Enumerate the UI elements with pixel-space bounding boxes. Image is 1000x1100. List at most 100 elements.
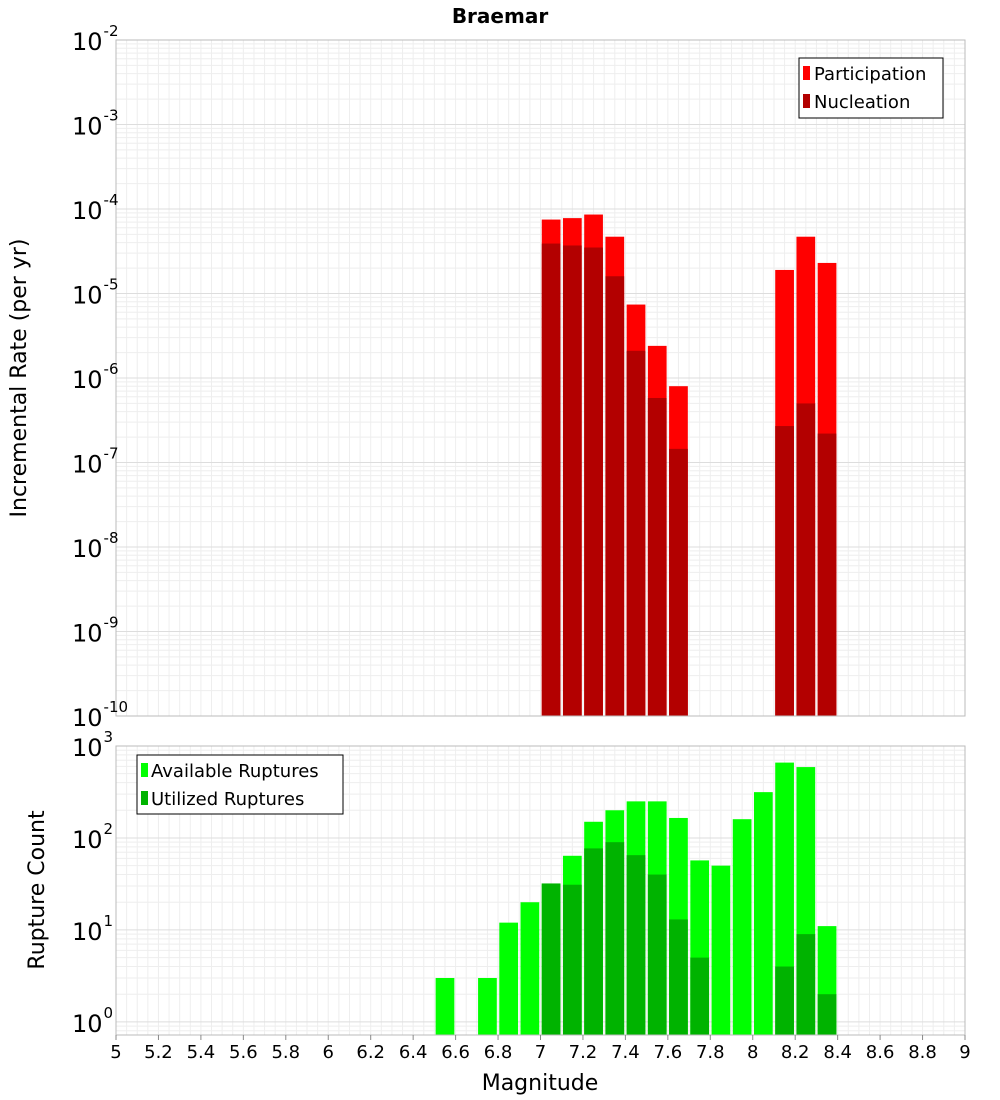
bar-utilized-ruptures bbox=[669, 919, 688, 1035]
x-axis-label: Magnitude bbox=[482, 1071, 599, 1096]
bar-available-ruptures bbox=[711, 865, 731, 1035]
count-y-tick-exponent: 2 bbox=[104, 820, 114, 838]
bar-utilized-ruptures bbox=[562, 884, 582, 1035]
bar-nucleation bbox=[584, 247, 603, 716]
bar-nucleation bbox=[796, 403, 816, 716]
bar-nucleation bbox=[541, 243, 561, 716]
x-tick-label: 8 bbox=[747, 1042, 758, 1063]
legend-label-available: Available Ruptures bbox=[151, 761, 319, 782]
rate-y-tick-label: 10-7 bbox=[72, 445, 119, 479]
count-y-tick-label: 102 bbox=[72, 820, 113, 854]
x-tick-label: 6.8 bbox=[484, 1042, 513, 1063]
x-tick-label: 7 bbox=[535, 1042, 546, 1063]
rate-y-tick-exponent: -7 bbox=[104, 445, 119, 463]
count-bars bbox=[435, 762, 837, 1035]
count-y-tick-exponent: 3 bbox=[104, 728, 114, 746]
bar-available-ruptures bbox=[520, 902, 540, 1035]
x-tick-label: 7.6 bbox=[654, 1042, 683, 1063]
bar-nucleation bbox=[626, 350, 646, 716]
bar-utilized-ruptures bbox=[796, 934, 816, 1035]
rate-y-tick-exponent: -10 bbox=[104, 698, 129, 716]
rate-legend: Participation Nucleation bbox=[798, 57, 944, 119]
rate-y-tick-exponent: -6 bbox=[104, 360, 119, 378]
legend-swatch-available bbox=[141, 763, 148, 777]
bar-nucleation bbox=[605, 276, 625, 716]
x-tick-label: 7.4 bbox=[611, 1042, 640, 1063]
rate-y-tick-exponent: -4 bbox=[104, 191, 119, 209]
count-legend-box bbox=[136, 754, 344, 815]
rate-y-tick-exponent: -8 bbox=[104, 529, 119, 547]
rate-y-tick-label: 10-8 bbox=[72, 529, 119, 563]
legend-label-participation: Participation bbox=[814, 64, 926, 85]
count-y-tick-label: 103 bbox=[72, 728, 113, 762]
rate-y-tick-label: 10-5 bbox=[72, 276, 119, 310]
x-tick-label: 8.8 bbox=[908, 1042, 937, 1063]
count-legend: Available Ruptures Utilized Ruptures bbox=[136, 754, 344, 815]
bar-utilized-ruptures bbox=[541, 883, 561, 1035]
bar-nucleation bbox=[669, 448, 688, 716]
bar-utilized-ruptures bbox=[626, 855, 646, 1035]
bar-available-ruptures bbox=[478, 978, 497, 1035]
bar-utilized-ruptures bbox=[775, 966, 794, 1035]
rate-grid bbox=[115, 39, 966, 717]
rate-y-tick-label: 10-9 bbox=[72, 614, 119, 648]
bar-available-ruptures bbox=[754, 792, 773, 1035]
x-tick-label: 5.6 bbox=[229, 1042, 258, 1063]
rate-y-tick-exponent: -9 bbox=[104, 614, 119, 632]
count-y-axis-label: Rupture Count bbox=[25, 810, 50, 970]
x-tick-label: 7.2 bbox=[569, 1042, 598, 1063]
rate-y-tick-exponent: -3 bbox=[104, 107, 119, 125]
x-tick-label: 8.2 bbox=[781, 1042, 810, 1063]
legend-swatch-utilized bbox=[141, 791, 148, 805]
legend-label-utilized: Utilized Ruptures bbox=[151, 789, 304, 810]
bar-nucleation bbox=[775, 426, 794, 716]
bar-utilized-ruptures bbox=[605, 842, 625, 1035]
x-tick-label: 5 bbox=[110, 1042, 121, 1063]
rate-y-tick-label: 10-4 bbox=[72, 191, 119, 225]
x-tick-label: 5.8 bbox=[271, 1042, 300, 1063]
x-tick-label: 8.4 bbox=[823, 1042, 852, 1063]
rate-bars bbox=[541, 214, 837, 717]
legend-swatch-nucleation bbox=[803, 94, 810, 108]
bar-utilized-ruptures bbox=[584, 848, 603, 1035]
x-tick-label: 6.4 bbox=[399, 1042, 428, 1063]
bar-nucleation bbox=[647, 397, 667, 716]
rate-panel: 10-10 10-9 10-8 10-7 10-6 10-5 10-4 10-3 10-2 In… bbox=[7, 22, 966, 732]
count-y-tick-label: 100 bbox=[72, 1004, 113, 1038]
x-tick-label: 5.2 bbox=[144, 1042, 173, 1063]
bar-utilized-ruptures bbox=[647, 874, 667, 1035]
count-y-tick-label: 101 bbox=[72, 912, 113, 946]
legend-label-nucleation: Nucleation bbox=[814, 92, 910, 113]
bar-available-ruptures bbox=[732, 819, 752, 1035]
x-tick-label: 8.6 bbox=[866, 1042, 895, 1063]
legend-swatch-participation bbox=[803, 66, 810, 80]
x-tick-label: 6.2 bbox=[356, 1042, 385, 1063]
bar-available-ruptures bbox=[499, 922, 519, 1035]
x-tick-label: 9 bbox=[959, 1042, 970, 1063]
rate-y-tick-label: 10-10 bbox=[72, 698, 128, 732]
rate-y-tick-label: 10-6 bbox=[72, 360, 119, 394]
chart-title: Braemar bbox=[452, 4, 549, 28]
rate-y-tick-label: 10-2 bbox=[72, 22, 119, 56]
x-tick-label: 7.8 bbox=[696, 1042, 725, 1063]
x-tick-label: 6.6 bbox=[441, 1042, 470, 1063]
bar-available-ruptures bbox=[435, 978, 455, 1035]
rate-plot-border bbox=[115, 39, 966, 717]
bar-nucleation bbox=[817, 433, 837, 716]
rate-y-tick-label: 10-3 bbox=[72, 107, 119, 141]
bar-nucleation bbox=[562, 245, 582, 717]
x-ticks: 5 5.2 5.4 5.6 5.8 6 6.2 6.4 6.6 6.8 7 7.2 7.4 7.6 7.8 8… bbox=[110, 1035, 971, 1063]
x-tick-label: 5.4 bbox=[187, 1042, 216, 1063]
count-y-tick-exponent: 1 bbox=[104, 912, 114, 930]
count-y-tick-exponent: 0 bbox=[104, 1004, 114, 1022]
bar-utilized-ruptures bbox=[690, 957, 710, 1035]
bar-utilized-ruptures bbox=[817, 994, 837, 1035]
rate-y-axis-label: Incremental Rate (per yr) bbox=[7, 239, 32, 518]
rate-y-tick-exponent: -5 bbox=[104, 276, 119, 294]
rate-y-tick-exponent: -2 bbox=[104, 22, 119, 40]
rate-legend-box bbox=[798, 57, 944, 119]
x-tick-label: 6 bbox=[323, 1042, 334, 1063]
